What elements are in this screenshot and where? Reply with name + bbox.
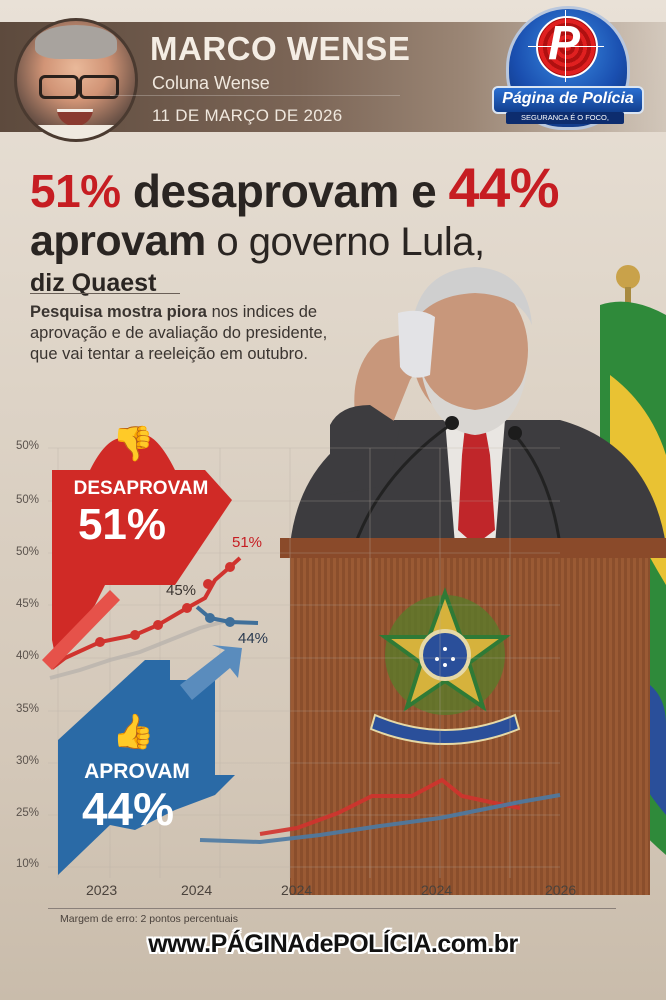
- avatar-mouth: [57, 109, 93, 126]
- point-label-51: 51%: [232, 534, 263, 551]
- logo-slogan: SEGURANCA É O FOCO,: [506, 112, 624, 124]
- thumbs-up-icon: 👍: [112, 713, 155, 751]
- disapprove-label: DESAPROVAM: [73, 478, 209, 499]
- header-divider: [110, 95, 400, 96]
- y-tick: 25%: [16, 807, 40, 819]
- margin-of-error-note: Margem de erro: 2 pontos percentuais: [60, 913, 239, 925]
- headline-line-1: 51% desaprovam e 44%: [30, 160, 650, 216]
- series-desaprovam: [50, 556, 242, 670]
- headline-approve-pct: 44%: [448, 156, 560, 219]
- column-name: Coluna Wense: [152, 73, 270, 93]
- disapprove-value: 51%: [77, 500, 167, 549]
- series-aprovam-lower: [199, 793, 561, 845]
- website-link[interactable]: www.PÁGINAdePOLÍCIA.com.br: [148, 930, 518, 958]
- crosshair-icon: [528, 46, 604, 47]
- subtitle-bold: Pesquisa mostra piora: [30, 303, 207, 321]
- red-arrow-shaft: [42, 590, 120, 670]
- subtitle: Pesquisa mostra piora nos indices de apr…: [30, 302, 350, 365]
- y-tick: 10%: [16, 858, 40, 870]
- pagina-de-policia-logo: P Página de Polícia SEGURANCA É O FOCO,: [492, 6, 644, 130]
- approve-value: 44%: [81, 783, 175, 835]
- y-tick: 50%: [16, 546, 40, 558]
- thumbs-down-icon: 👎: [112, 425, 155, 463]
- headline-disapprove-word: desaprovam e: [120, 165, 449, 217]
- headline-rest: o governo Lula,: [205, 220, 485, 264]
- disapprove-badge-shape: [52, 434, 232, 655]
- desaprovam-markers: [95, 562, 235, 647]
- president-figure: [290, 267, 666, 555]
- subtitle-text: nos indices de aprovação e de avaliação …: [30, 303, 328, 363]
- series-gray-trail: [49, 618, 231, 680]
- chart-canvas: [42, 434, 561, 878]
- point-label-44: 44%: [238, 630, 269, 647]
- x-tick: 2024: [181, 882, 213, 898]
- x-tick: 2023: [86, 882, 118, 898]
- brazil-coat-of-arms: [369, 587, 521, 745]
- publish-date: 11 DE MARÇO DE 2026: [152, 106, 343, 125]
- y-tick: 45%: [16, 598, 40, 610]
- avatar-hair: [35, 25, 117, 59]
- headline-disapprove-pct: 51%: [30, 165, 121, 217]
- series-aprovam: [195, 605, 259, 625]
- y-tick: 30%: [16, 755, 40, 767]
- headline-divider: [30, 293, 180, 294]
- approval-chart: 👎 DESAPROVAM 51% 👍 APROVAM 44% 51% 45% 4…: [0, 425, 666, 909]
- president-podium-illustration: [280, 265, 666, 895]
- logo-letter-p: P: [548, 17, 581, 70]
- avatar-shirt: [27, 125, 125, 139]
- y-tick: 50%: [16, 440, 40, 452]
- blue-arrow-head: [180, 645, 242, 700]
- headline: 51% desaprovam e 44% aprovam o governo L…: [30, 160, 650, 296]
- series-desaprovam-lower: [259, 777, 521, 836]
- author-name: MARCO WENSE: [150, 30, 411, 67]
- y-tick: 50%: [16, 494, 40, 506]
- x-axis-line: [48, 908, 616, 909]
- point-label-45: 45%: [166, 582, 197, 599]
- headline-approve-word: aprovam: [30, 217, 206, 265]
- logo-brand: Página de Polícia: [492, 86, 644, 114]
- aprovam-markers: [205, 613, 235, 627]
- target-icon: [536, 16, 598, 78]
- approve-badge-shape: [58, 660, 235, 875]
- x-tick: 2026: [545, 882, 577, 898]
- headline-source: diz Quaest: [30, 269, 157, 297]
- author-avatar: [14, 18, 138, 142]
- headline-line-2: aprovam o governo Lula,: [30, 220, 650, 263]
- y-tick: 40%: [16, 650, 40, 662]
- x-tick: 2024: [281, 882, 313, 898]
- y-tick: 35%: [16, 703, 40, 715]
- avatar-glasses: [35, 75, 119, 99]
- approve-label: APROVAM: [84, 760, 190, 783]
- x-tick: 2024: [421, 882, 453, 898]
